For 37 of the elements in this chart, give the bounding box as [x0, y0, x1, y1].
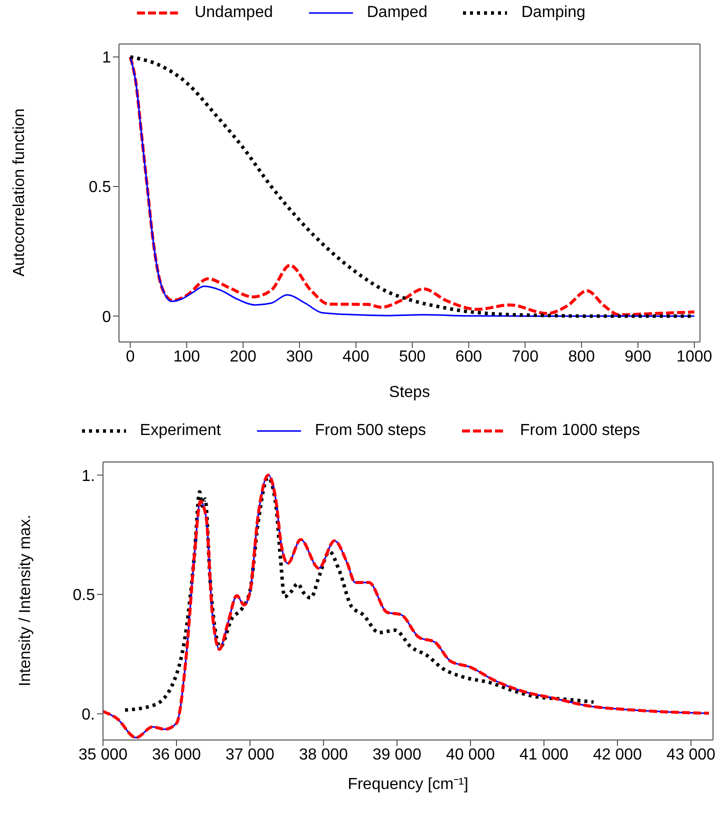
x-axis-title: Frequency [cm⁻¹]	[348, 776, 468, 793]
x-tick-label: 600	[455, 348, 482, 366]
x-axis-title: Steps	[389, 384, 430, 401]
y-axis-title: Autocorrelation function	[11, 108, 28, 277]
x-tick-label: 36 000	[152, 746, 202, 764]
x-tick-label: 43 000	[666, 746, 716, 764]
x-tick-label: 400	[342, 348, 370, 366]
x-tick-label: 800	[568, 348, 595, 366]
y-tick-label: 0.5	[88, 179, 112, 196]
x-tick-label: 41 000	[519, 746, 569, 764]
x-tick-label: 500	[398, 348, 426, 366]
x-tick-label: 39 000	[372, 746, 422, 764]
x-tick-label: 700	[512, 348, 539, 366]
x-tick-label: 900	[624, 348, 652, 366]
x-tick-label: 35 000	[78, 746, 128, 764]
legend-label: Damping	[521, 4, 586, 22]
x-tick-label: 200	[230, 348, 257, 366]
x-tick-label: 38 000	[299, 746, 348, 764]
x-tick-label: 40 000	[446, 746, 496, 764]
y-tick-label: 1	[102, 50, 112, 67]
legend-label: From 1000 steps	[520, 422, 640, 440]
x-tick-label: 42 000	[592, 746, 642, 764]
x-tick-label: 300	[286, 348, 313, 366]
y-tick-label: 0.5	[72, 587, 96, 604]
line-series	[123, 476, 596, 712]
y-tick-label: 0	[102, 308, 112, 326]
legend-label: Damped	[366, 4, 428, 22]
legend-label: From 500 steps	[314, 422, 426, 440]
y-axis-title: Intensity / Intensity max.	[17, 514, 34, 686]
x-tick-label: 37 000	[226, 746, 275, 764]
y-tick-label: 0.	[82, 706, 95, 724]
legend-label: Undamped	[194, 4, 273, 22]
x-tick-label: 1000	[676, 348, 712, 366]
y-tick-label: 1.	[82, 468, 95, 485]
x-tick-label: 0	[126, 348, 135, 366]
legend-label: Experiment	[140, 422, 221, 440]
x-tick-label: 100	[173, 348, 200, 366]
